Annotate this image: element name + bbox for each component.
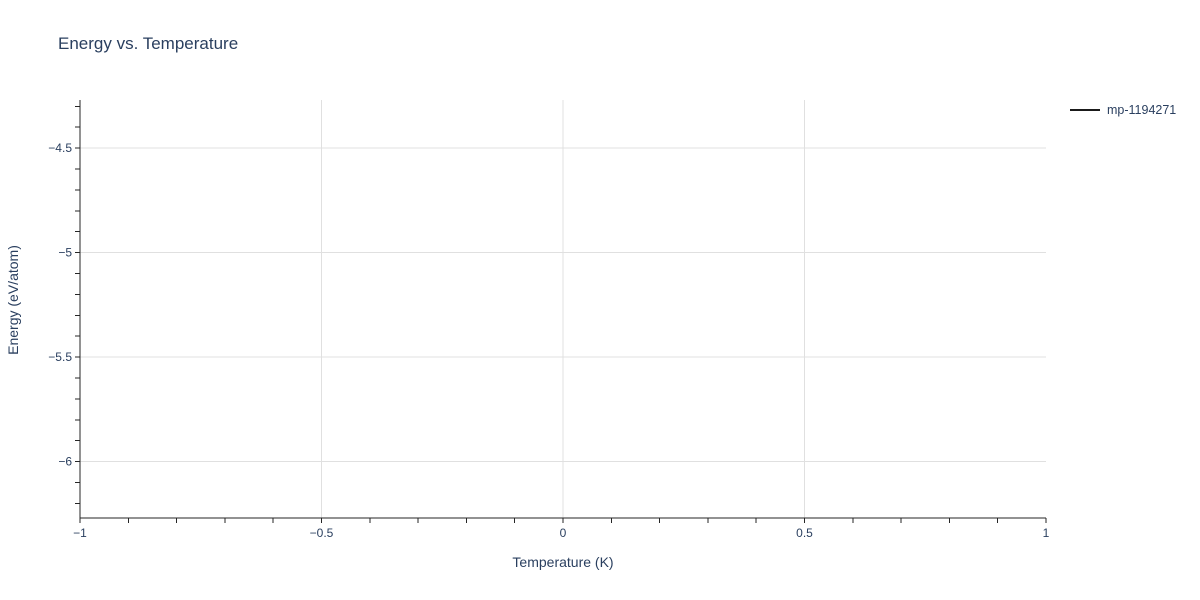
y-tick-label: −4.5 [48, 141, 72, 155]
x-tick-label: 0 [560, 526, 567, 540]
x-axis-title: Temperature (K) [512, 554, 614, 570]
x-tick-label: −1 [73, 526, 87, 540]
legend: mp-1194271 [1070, 103, 1176, 117]
y-tick-label: −5.5 [48, 350, 72, 364]
y-tick-label: −5 [58, 246, 72, 260]
legend-item[interactable]: mp-1194271 [1070, 103, 1176, 117]
y-axis-title: Energy (eV/atom) [5, 245, 21, 355]
legend-line-swatch [1070, 109, 1100, 111]
x-tick-label: 0.5 [796, 526, 813, 540]
legend-series-label: mp-1194271 [1107, 103, 1177, 117]
x-tick-label: 1 [1043, 526, 1050, 540]
x-tick-label: −0.5 [310, 526, 334, 540]
y-tick-label: −6 [58, 455, 72, 469]
chart-title: Energy vs. Temperature [58, 34, 239, 53]
